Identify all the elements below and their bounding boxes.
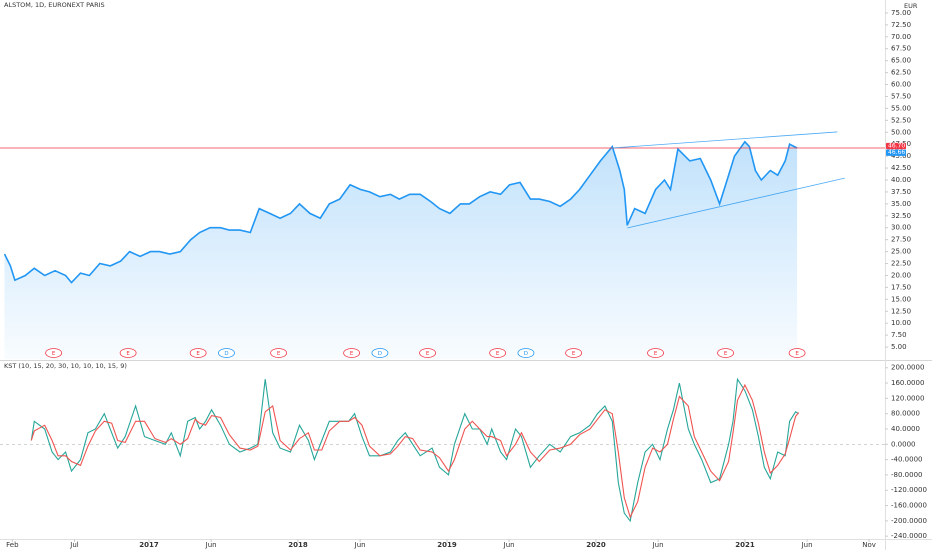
y-tick-label: -40.0000 bbox=[891, 456, 922, 464]
y-tick-label: -160.0000 bbox=[891, 502, 927, 510]
y-tick-label: 7.50 bbox=[891, 331, 907, 339]
y-tick-label: 30.00 bbox=[891, 224, 911, 232]
y-tick-label: 52.50 bbox=[891, 116, 911, 124]
y-tick-label: 27.50 bbox=[891, 236, 911, 244]
x-tick-label: Nov bbox=[862, 541, 876, 549]
x-tick-label: Jul bbox=[69, 541, 79, 549]
y-tick-label: -200.0000 bbox=[891, 517, 927, 525]
y-tick-label: 35.00 bbox=[891, 200, 911, 208]
event-label: E bbox=[350, 351, 354, 357]
event-marker bbox=[565, 348, 583, 358]
y-tick-label: 17.50 bbox=[891, 283, 911, 291]
indicator-line bbox=[30, 377, 799, 523]
y-tick-label: 80.0000 bbox=[891, 410, 920, 418]
event-label: E bbox=[496, 351, 500, 357]
price-label: 46.70 bbox=[888, 143, 905, 150]
y-tick-label: 40.00 bbox=[891, 176, 911, 184]
y-tick-label: 62.50 bbox=[891, 69, 911, 77]
price-line bbox=[3, 140, 798, 284]
event-label: E bbox=[277, 351, 281, 357]
area-fill bbox=[4, 141, 798, 359]
trend-line bbox=[627, 177, 845, 229]
price-label-box bbox=[886, 142, 906, 150]
y-tick-label: 45.00 bbox=[891, 152, 911, 160]
event-marker bbox=[788, 348, 806, 358]
x-tick-label: Jun bbox=[801, 541, 813, 549]
y-tick-label: 160.0000 bbox=[891, 379, 924, 387]
x-tick-label: 2020 bbox=[586, 541, 606, 549]
y-tick-label: 15.00 bbox=[891, 295, 911, 303]
y-tick-label: 57.50 bbox=[891, 92, 911, 100]
event-label: D bbox=[378, 351, 382, 357]
event-marker bbox=[189, 348, 207, 358]
price-label-box bbox=[886, 149, 906, 156]
event-marker bbox=[218, 348, 235, 358]
event-label: D bbox=[524, 351, 528, 357]
event-marker bbox=[343, 348, 361, 358]
event-marker bbox=[45, 348, 63, 358]
event-label: E bbox=[52, 351, 56, 357]
y-tick-label: 120.0000 bbox=[891, 394, 924, 402]
event-label: E bbox=[795, 351, 799, 357]
event-marker bbox=[647, 348, 664, 358]
y-tick-label: 65.00 bbox=[891, 57, 911, 65]
x-tick-label: Jun bbox=[652, 541, 664, 549]
y-tick-label: 12.50 bbox=[891, 307, 911, 315]
x-tick-label: Jun bbox=[503, 541, 515, 549]
x-tick-label: Feb bbox=[6, 541, 19, 549]
x-tick-label: Jun bbox=[354, 541, 366, 549]
x-tick-label: 2021 bbox=[735, 541, 755, 549]
indicator-line bbox=[30, 383, 800, 519]
y-tick-label: -240.0000 bbox=[891, 532, 927, 540]
event-marker bbox=[119, 348, 137, 358]
price-label: 46.66 bbox=[888, 149, 905, 156]
y-tick-label: 5.00 bbox=[891, 343, 907, 351]
y-tick-label: 32.50 bbox=[891, 212, 911, 220]
y-tick-label: 10.00 bbox=[891, 319, 911, 327]
indicator-title: KST (10, 15, 20, 30, 10, 10, 10, 15, 9) bbox=[4, 362, 127, 370]
y-tick-label: 42.50 bbox=[891, 164, 911, 172]
y-tick-label: 22.50 bbox=[891, 260, 911, 268]
y-tick-label: 25.00 bbox=[891, 248, 911, 256]
y-tick-label: -120.0000 bbox=[891, 486, 927, 494]
event-marker bbox=[270, 348, 288, 358]
x-tick-label: Jun bbox=[205, 541, 217, 549]
event-label: E bbox=[126, 351, 130, 357]
y-tick-label: -80.0000 bbox=[891, 471, 922, 479]
y-tick-label: 70.00 bbox=[891, 33, 911, 41]
y-tick-label: 37.50 bbox=[891, 188, 911, 196]
y-tick-label: 60.00 bbox=[891, 81, 911, 89]
y-tick-label: 20.00 bbox=[891, 271, 911, 279]
event-marker bbox=[489, 348, 507, 358]
y-tick-label: 40.0000 bbox=[891, 425, 920, 433]
event-label: E bbox=[572, 351, 576, 357]
event-label: E bbox=[196, 351, 200, 357]
x-tick-label: 2018 bbox=[288, 541, 308, 549]
y-tick-label: 50.00 bbox=[891, 128, 911, 136]
y-tick-label: 55.00 bbox=[891, 104, 911, 112]
event-label: D bbox=[224, 351, 228, 357]
x-tick-label: 2017 bbox=[139, 541, 159, 549]
event-marker bbox=[371, 348, 389, 358]
y-tick-label: 200.0000 bbox=[891, 364, 924, 372]
event-marker bbox=[517, 348, 535, 358]
event-marker bbox=[419, 348, 437, 358]
y-tick-label: 75.00 bbox=[891, 9, 911, 17]
trend-line bbox=[612, 131, 838, 149]
currency: EUR bbox=[904, 2, 918, 10]
event-label: E bbox=[724, 351, 728, 357]
event-marker bbox=[717, 348, 734, 358]
x-tick-label: 2019 bbox=[437, 541, 457, 549]
y-tick-label: 72.50 bbox=[891, 21, 911, 29]
event-label: E bbox=[654, 351, 658, 357]
chart-title: ALSTOM, 1D, EURONEXT PARIS bbox=[4, 1, 105, 9]
y-tick-label: 67.50 bbox=[891, 45, 911, 53]
event-label: E bbox=[426, 351, 430, 357]
y-tick-label: 0.0000 bbox=[891, 440, 916, 448]
